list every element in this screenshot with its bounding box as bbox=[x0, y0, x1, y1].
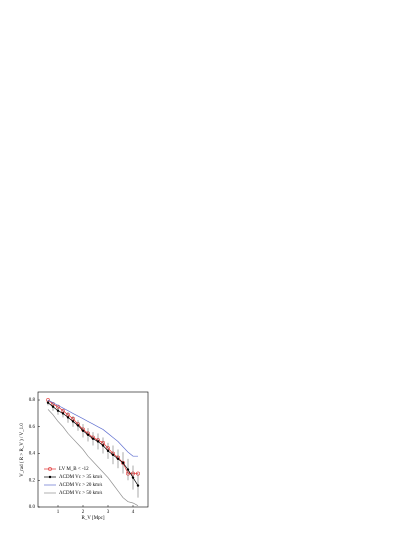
legend-marker bbox=[48, 467, 52, 471]
point bbox=[131, 476, 135, 479]
point bbox=[66, 416, 70, 419]
y-axis-label: V_rad ( R > R_V ) / V_1.0 bbox=[20, 423, 25, 477]
y-tick-label: 0.8 bbox=[29, 398, 36, 403]
point bbox=[71, 420, 75, 423]
point bbox=[126, 468, 130, 471]
x-tick-label: 2 bbox=[82, 510, 85, 515]
point bbox=[46, 401, 50, 404]
series-line bbox=[47, 409, 139, 506]
plot-frame bbox=[37, 391, 149, 508]
legend-label: ΛCDM Vc > 20 km/s bbox=[59, 483, 102, 488]
point bbox=[136, 484, 140, 487]
x-tick-label: 1 bbox=[57, 510, 60, 515]
point bbox=[76, 424, 80, 427]
y-tick-label: 0.6 bbox=[29, 425, 36, 430]
point bbox=[51, 405, 55, 408]
point bbox=[106, 449, 110, 453]
legend-label: ΛCDM Vc > 50 km/s bbox=[59, 491, 102, 496]
point bbox=[81, 429, 85, 432]
x-axis-label: R_V [Mpc] bbox=[81, 516, 104, 521]
point bbox=[91, 437, 95, 441]
x-tick-label: 4 bbox=[132, 510, 135, 515]
point bbox=[121, 461, 125, 465]
legend-label: ΛCDM Vc > 35 km/s bbox=[59, 475, 102, 480]
y-tick-label: 0.4 bbox=[29, 452, 36, 457]
y-tick-label: 0.2 bbox=[29, 478, 36, 483]
series-line bbox=[47, 399, 138, 457]
y-tick-label: 0.0 bbox=[29, 505, 36, 510]
point bbox=[111, 453, 115, 457]
legend-marker bbox=[48, 475, 52, 479]
point bbox=[86, 433, 90, 436]
point bbox=[56, 409, 60, 412]
point bbox=[116, 457, 120, 461]
point bbox=[96, 440, 100, 443]
point bbox=[101, 444, 105, 447]
legend-label: LV M_B < -12 bbox=[59, 467, 89, 472]
point bbox=[61, 412, 65, 415]
x-tick-label: 3 bbox=[107, 510, 110, 515]
